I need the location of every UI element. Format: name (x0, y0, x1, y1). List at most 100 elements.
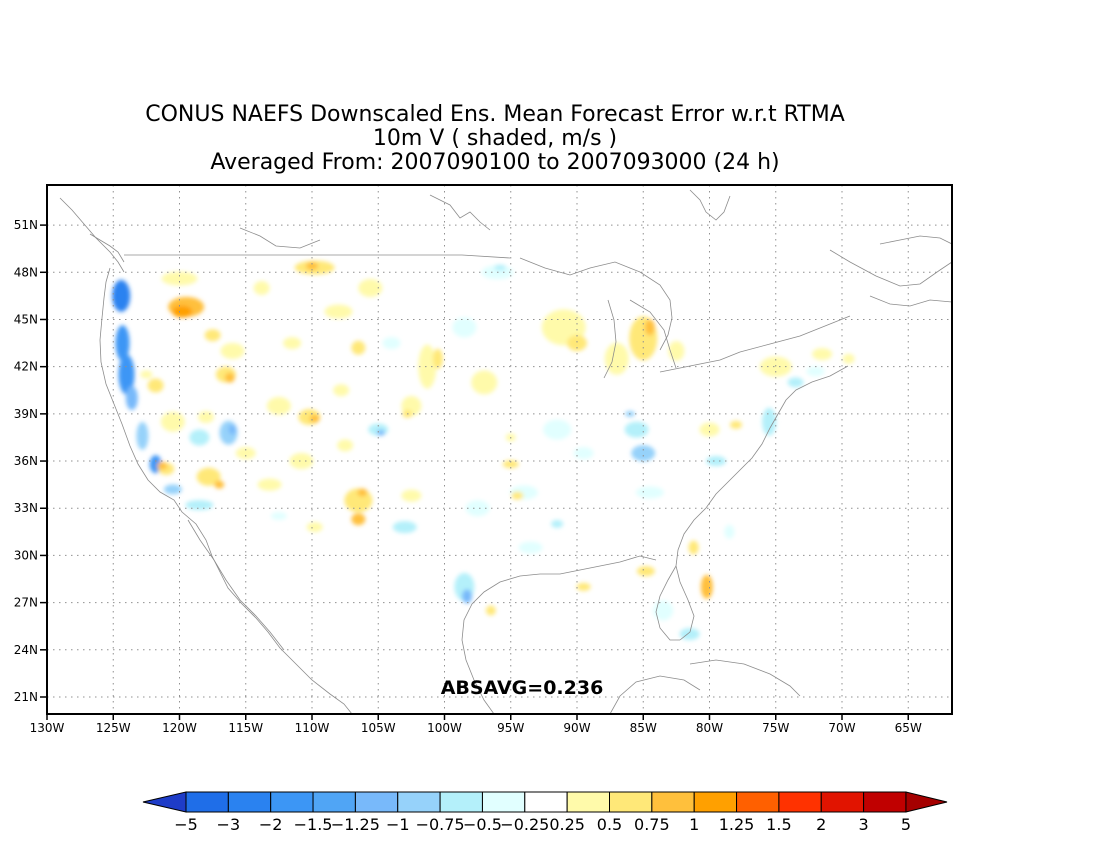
lat-tick-label: 45N (14, 312, 38, 326)
map-frame (46, 184, 953, 715)
anomaly-patch (172, 305, 193, 318)
anomaly-patch (462, 589, 473, 604)
anomaly-patch (204, 329, 221, 342)
anomaly-patch (283, 337, 302, 350)
anomaly-patch (333, 384, 350, 397)
anomaly-patch (289, 453, 314, 470)
anomaly-patch (631, 445, 656, 462)
colorbar-box (609, 791, 653, 813)
anomaly-patch (185, 500, 214, 511)
cuba-coastline (689, 659, 801, 697)
yucatan-coastline (609, 675, 701, 714)
anomaly-patch (161, 271, 198, 286)
anomaly-patch (147, 378, 164, 393)
anomaly-patch (196, 467, 221, 486)
lon-tick-label: 85W (630, 721, 657, 735)
anomaly-patch (842, 353, 855, 364)
anomaly-patch (485, 605, 496, 616)
anomaly-patch (762, 407, 777, 436)
anomaly-patch (401, 489, 422, 502)
colorbar-box (863, 791, 907, 813)
anomaly-patch (198, 411, 214, 424)
anomaly-patch (157, 461, 168, 470)
anomaly-patch (160, 411, 185, 432)
lat-tick-label: 48N (14, 265, 38, 279)
anomaly-patch (636, 566, 655, 577)
graticule (47, 185, 952, 714)
anomaly-patch (700, 574, 713, 599)
anomaly-patch (688, 540, 699, 555)
anomaly-patch (502, 460, 519, 469)
colorbar-box (481, 791, 526, 813)
anomaly-patch (576, 582, 591, 591)
anomaly-patch (357, 488, 368, 497)
hudson-bay-shore (689, 189, 731, 221)
lon-tick-label: 100W (427, 721, 462, 735)
anomaly-patch (189, 429, 210, 446)
colorbar-box (566, 791, 611, 813)
pacific-coastline (99, 267, 353, 714)
colorbar-box (693, 791, 738, 813)
colorbar-label: 1.5 (766, 815, 791, 834)
absavg-statistic: ABSAVG=0.236 (441, 677, 604, 699)
gulf-of-st-lawrence (829, 249, 952, 287)
anomaly-patch (624, 421, 649, 438)
colorbar-box (312, 791, 356, 813)
anomaly-patch (471, 370, 498, 395)
anomaly-patch (214, 480, 225, 489)
anomaly-patch (418, 344, 437, 389)
anomaly-patch (136, 421, 149, 450)
colorbar-box (736, 791, 780, 813)
canadian-lakes (429, 194, 491, 231)
anomaly-patch (759, 356, 792, 377)
anomaly-patch (253, 281, 270, 296)
anomaly-patch (730, 420, 742, 429)
colorbar-label: 0.75 (634, 815, 670, 834)
lat-tick-label: 27N (14, 596, 38, 610)
anomaly-patch (812, 348, 833, 361)
anomaly-patch (787, 377, 804, 388)
colorbar-labels: −5 −3 −2 −1.5−1.25 −1 −0.75−0.5−0.25 0.25 0.5 0.… (174, 815, 911, 834)
anomaly-patch (270, 512, 287, 521)
lon-tick-label: 105W (361, 721, 396, 735)
lon-tick-label: 80W (696, 721, 723, 735)
anomaly-patch (324, 304, 353, 319)
anomaly-patch (494, 264, 507, 271)
lon-tick-label: 75W (762, 721, 789, 735)
anomaly-patch (306, 261, 318, 270)
colorbar-label: −5 (174, 815, 198, 834)
florida-coastline (655, 565, 680, 641)
lake-erie-shore (659, 351, 741, 373)
colorbar-box (227, 791, 272, 813)
anomaly-patch (257, 478, 282, 491)
anomaly-patch (432, 348, 443, 369)
map-subtitle-variable: 10m V ( shaded, m/s ) (372, 126, 618, 151)
baja-coastline (187, 519, 285, 651)
anomaly-patch (511, 491, 524, 500)
coastlines-and-borders (59, 189, 952, 714)
lon-tick-label: 95W (497, 721, 524, 735)
anomaly-patch (543, 419, 572, 440)
anomaly-patch (567, 335, 587, 352)
lat-tick-label: 51N (14, 218, 38, 232)
longitude-labels: 130W 125W 120W 115W 110W 105W 100W 95W 90W 85W 80W… (30, 714, 922, 735)
colorbar-label: −3 (217, 815, 241, 834)
anomaly-field (112, 260, 855, 641)
anomaly-patch (118, 354, 135, 395)
anomaly-patch (653, 600, 674, 621)
lat-tick-label: 21N (14, 690, 38, 704)
lat-tick-label: 30N (14, 548, 38, 562)
anomaly-patch (573, 447, 594, 460)
colorbar-box (524, 791, 568, 813)
labrador-shore (879, 235, 952, 245)
gulf-coastline (461, 555, 657, 714)
anomaly-patch (668, 340, 685, 361)
colorbar-label: 5 (901, 815, 911, 834)
anomaly-patch (309, 414, 320, 423)
nova-scotia (869, 295, 952, 307)
anomaly-patch (452, 317, 477, 338)
anomaly-patch (699, 422, 720, 437)
colorbar-box (354, 791, 399, 813)
anomaly-patch (806, 366, 825, 377)
